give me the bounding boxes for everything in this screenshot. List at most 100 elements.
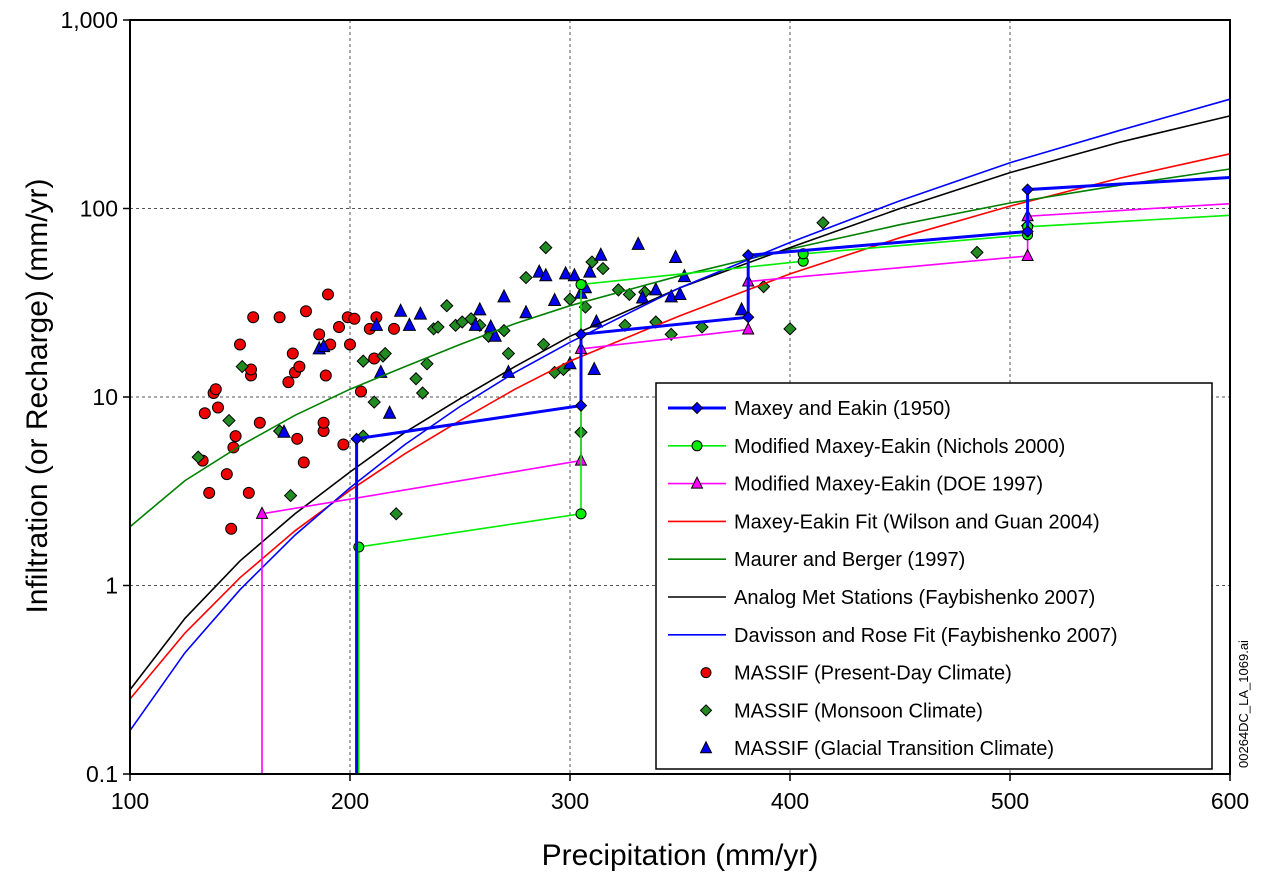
data-point (488, 328, 503, 342)
x-tick-label: 600 (1211, 788, 1249, 814)
data-point (393, 303, 408, 317)
data-point (431, 320, 445, 334)
legend-item: MASSIF (Monsoon Climate) (699, 700, 983, 722)
data-point (574, 399, 588, 412)
x-axis-title: Precipitation (mm/yr) (542, 839, 819, 872)
x-tick-label: 500 (991, 788, 1029, 814)
data-point (355, 385, 367, 398)
data-point (253, 416, 266, 429)
y-axis-title: Infiltration (or Recharge) (mm/yr) (21, 178, 54, 613)
data-point (286, 347, 299, 360)
data-point (1021, 248, 1034, 261)
data-point (220, 468, 233, 481)
data-point (420, 357, 434, 371)
y-tick-label: 1 (105, 573, 118, 599)
data-point (209, 383, 222, 396)
data-point (378, 346, 392, 361)
data-point (501, 346, 516, 361)
data-point (316, 338, 331, 353)
data-point (1021, 225, 1034, 238)
figure-id-label: 00264DC_LA_1069.ai (1236, 640, 1251, 768)
data-point (282, 376, 295, 389)
data-point (563, 292, 577, 306)
series-davisson-and-rose-fit-faybishenko-2007 (129, 98, 1231, 732)
data-point (472, 301, 487, 316)
data-point (333, 321, 345, 334)
series-line (129, 168, 1231, 528)
data-point (695, 320, 709, 334)
x-tick-label: 300 (551, 788, 589, 814)
legend-label: Maxey-Eakin Fit (Wilson and Guan 2004) (734, 511, 1100, 533)
legend-marker (699, 704, 713, 717)
data-point (575, 508, 587, 520)
data-point (970, 245, 984, 260)
series-massif-monsoon-climate (191, 216, 1035, 521)
legend-item: Modified Maxey-Eakin (Nichols 2000) (668, 436, 1065, 458)
data-point (635, 289, 650, 304)
plot-area (129, 98, 1231, 774)
data-point (235, 359, 249, 374)
data-point (538, 267, 553, 282)
series-line (129, 153, 1231, 700)
data-point (816, 216, 830, 230)
legend-label: Maxey and Eakin (1950) (734, 398, 951, 420)
data-point (519, 270, 533, 285)
legend-box (655, 382, 1213, 770)
series-maxey-and-eakin-1950 (350, 176, 1231, 774)
data-point (203, 486, 216, 499)
data-point (300, 305, 312, 318)
data-point (273, 311, 286, 324)
legend-label: Davisson and Rose Fit (Faybishenko 2007) (734, 625, 1118, 647)
x-tick-label: 200 (331, 788, 369, 814)
legend-marker (691, 440, 703, 452)
legend-item: Maxey-Eakin Fit (Wilson and Guan 2004) (668, 511, 1100, 533)
data-point (741, 321, 755, 335)
data-point (322, 288, 334, 301)
legend-item: Maurer and Berger (1997) (668, 549, 965, 571)
data-point (497, 288, 511, 303)
data-point (539, 240, 553, 255)
legend-label: MASSIF (Present-Day Climate) (734, 663, 1012, 685)
data-point (198, 407, 211, 420)
data-point (413, 306, 428, 320)
data-point (337, 438, 350, 451)
data-point (389, 507, 403, 521)
data-point (415, 386, 430, 400)
data-point (225, 522, 238, 535)
data-point (348, 312, 361, 325)
data-point (242, 486, 255, 499)
data-point (587, 361, 602, 375)
x-tick-label: 400 (771, 788, 809, 814)
legend-label: Modified Maxey-Eakin (Nichols 2000) (734, 436, 1065, 458)
data-point (212, 401, 224, 414)
data-point (668, 249, 683, 263)
legend-label: Maurer and Berger (1997) (734, 549, 965, 571)
series-line (129, 98, 1231, 732)
data-point (373, 364, 388, 378)
data-point (247, 311, 260, 324)
data-point (648, 281, 663, 296)
data-point (567, 267, 582, 282)
data-point (468, 317, 483, 331)
series-analog-met-stations-faybishenko-2007 (129, 115, 1231, 691)
data-point (291, 432, 304, 445)
data-point (593, 247, 608, 261)
legend-item: MASSIF (Present-Day Climate) (700, 663, 1012, 685)
data-point (402, 317, 417, 331)
data-point (344, 338, 356, 351)
data-point (191, 450, 205, 464)
legend-label: Analog Met Stations (Faybishenko 2007) (734, 587, 1095, 609)
data-point (319, 369, 332, 382)
data-point (532, 263, 547, 278)
legend-item: Analog Met Stations (Faybishenko 2007) (668, 587, 1095, 609)
data-point (596, 261, 610, 276)
y-tick-label: 1,000 (60, 7, 118, 33)
data-point (277, 424, 291, 438)
data-point (255, 506, 269, 519)
data-point (741, 249, 755, 262)
data-point (283, 488, 298, 503)
data-point (783, 322, 797, 336)
legend-marker (690, 475, 704, 489)
data-point (631, 236, 646, 250)
y-tick-label: 10 (92, 384, 118, 410)
